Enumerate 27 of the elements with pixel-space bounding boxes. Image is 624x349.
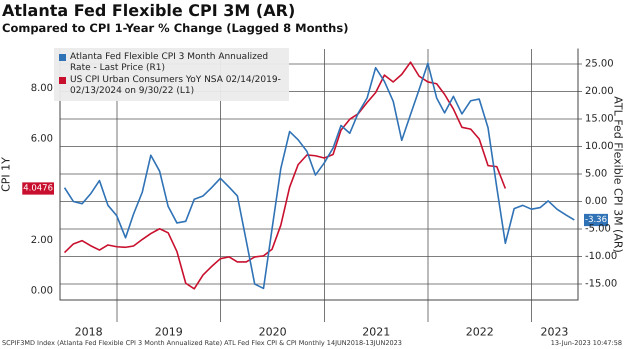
legend-label: US CPI Urban Consumers YoY NSA 02/14/2019-02/13/2024 on 9/30/22 (L1) [70, 75, 282, 97]
x-tick-label: 2019 [154, 325, 183, 338]
y-tick-label: 2.00 [30, 235, 53, 246]
y2-axis-title: ATL Fed Flexible CPI 3M (AR) [612, 96, 624, 253]
y2-tick-label: 15.00 [585, 114, 614, 124]
y2-tick-label: 5.00 [585, 168, 608, 180]
legend-label: Atlanta Fed Flexible CPI 3 Month Annualized Rate - Last Price (R1) [70, 52, 270, 74]
y2-tick-label: 0.00 [585, 196, 608, 208]
chart-subtitle: Compared to CPI 1-Year % Change (Lagged 8 Months) [2, 21, 348, 35]
x-tick-label: 2020 [258, 325, 287, 338]
x-tick-label: 2018 [74, 325, 103, 338]
y2-tick-label: 25.00 [585, 58, 614, 70]
y2-tick-label: 10.00 [585, 141, 614, 152]
y-tick-label: 4.0476 [23, 184, 53, 194]
y-tick-label: 6.00 [30, 134, 53, 145]
x-tick-label: 2023 [540, 325, 568, 338]
x-tick-label: 2021 [362, 325, 390, 338]
y2-tick-label: -3.36 [585, 215, 607, 226]
y-axis-title: CPI 1Y [0, 156, 12, 192]
y-tick-label: 8.00 [30, 82, 53, 94]
chart-title: Atlanta Fed Flexible CPI 3M (AR) [2, 1, 296, 20]
x-tick-label: 2022 [466, 325, 494, 338]
y2-tick-label: 20.00 [585, 86, 614, 97]
y2-tick-label: -15.00 [585, 278, 618, 290]
y-tick-label: 0.00 [30, 286, 53, 297]
y2-tick-label: -10.00 [585, 251, 618, 262]
y2-tick-label: -5.00 [585, 224, 611, 235]
